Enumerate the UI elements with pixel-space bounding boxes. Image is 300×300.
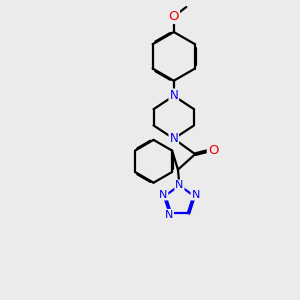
Text: N: N bbox=[159, 190, 167, 200]
Text: N: N bbox=[169, 132, 178, 145]
Text: N: N bbox=[169, 89, 178, 102]
Text: N: N bbox=[191, 190, 200, 200]
Text: N: N bbox=[175, 180, 184, 190]
Text: O: O bbox=[208, 144, 218, 157]
Text: N: N bbox=[165, 210, 173, 220]
Text: O: O bbox=[169, 10, 179, 23]
